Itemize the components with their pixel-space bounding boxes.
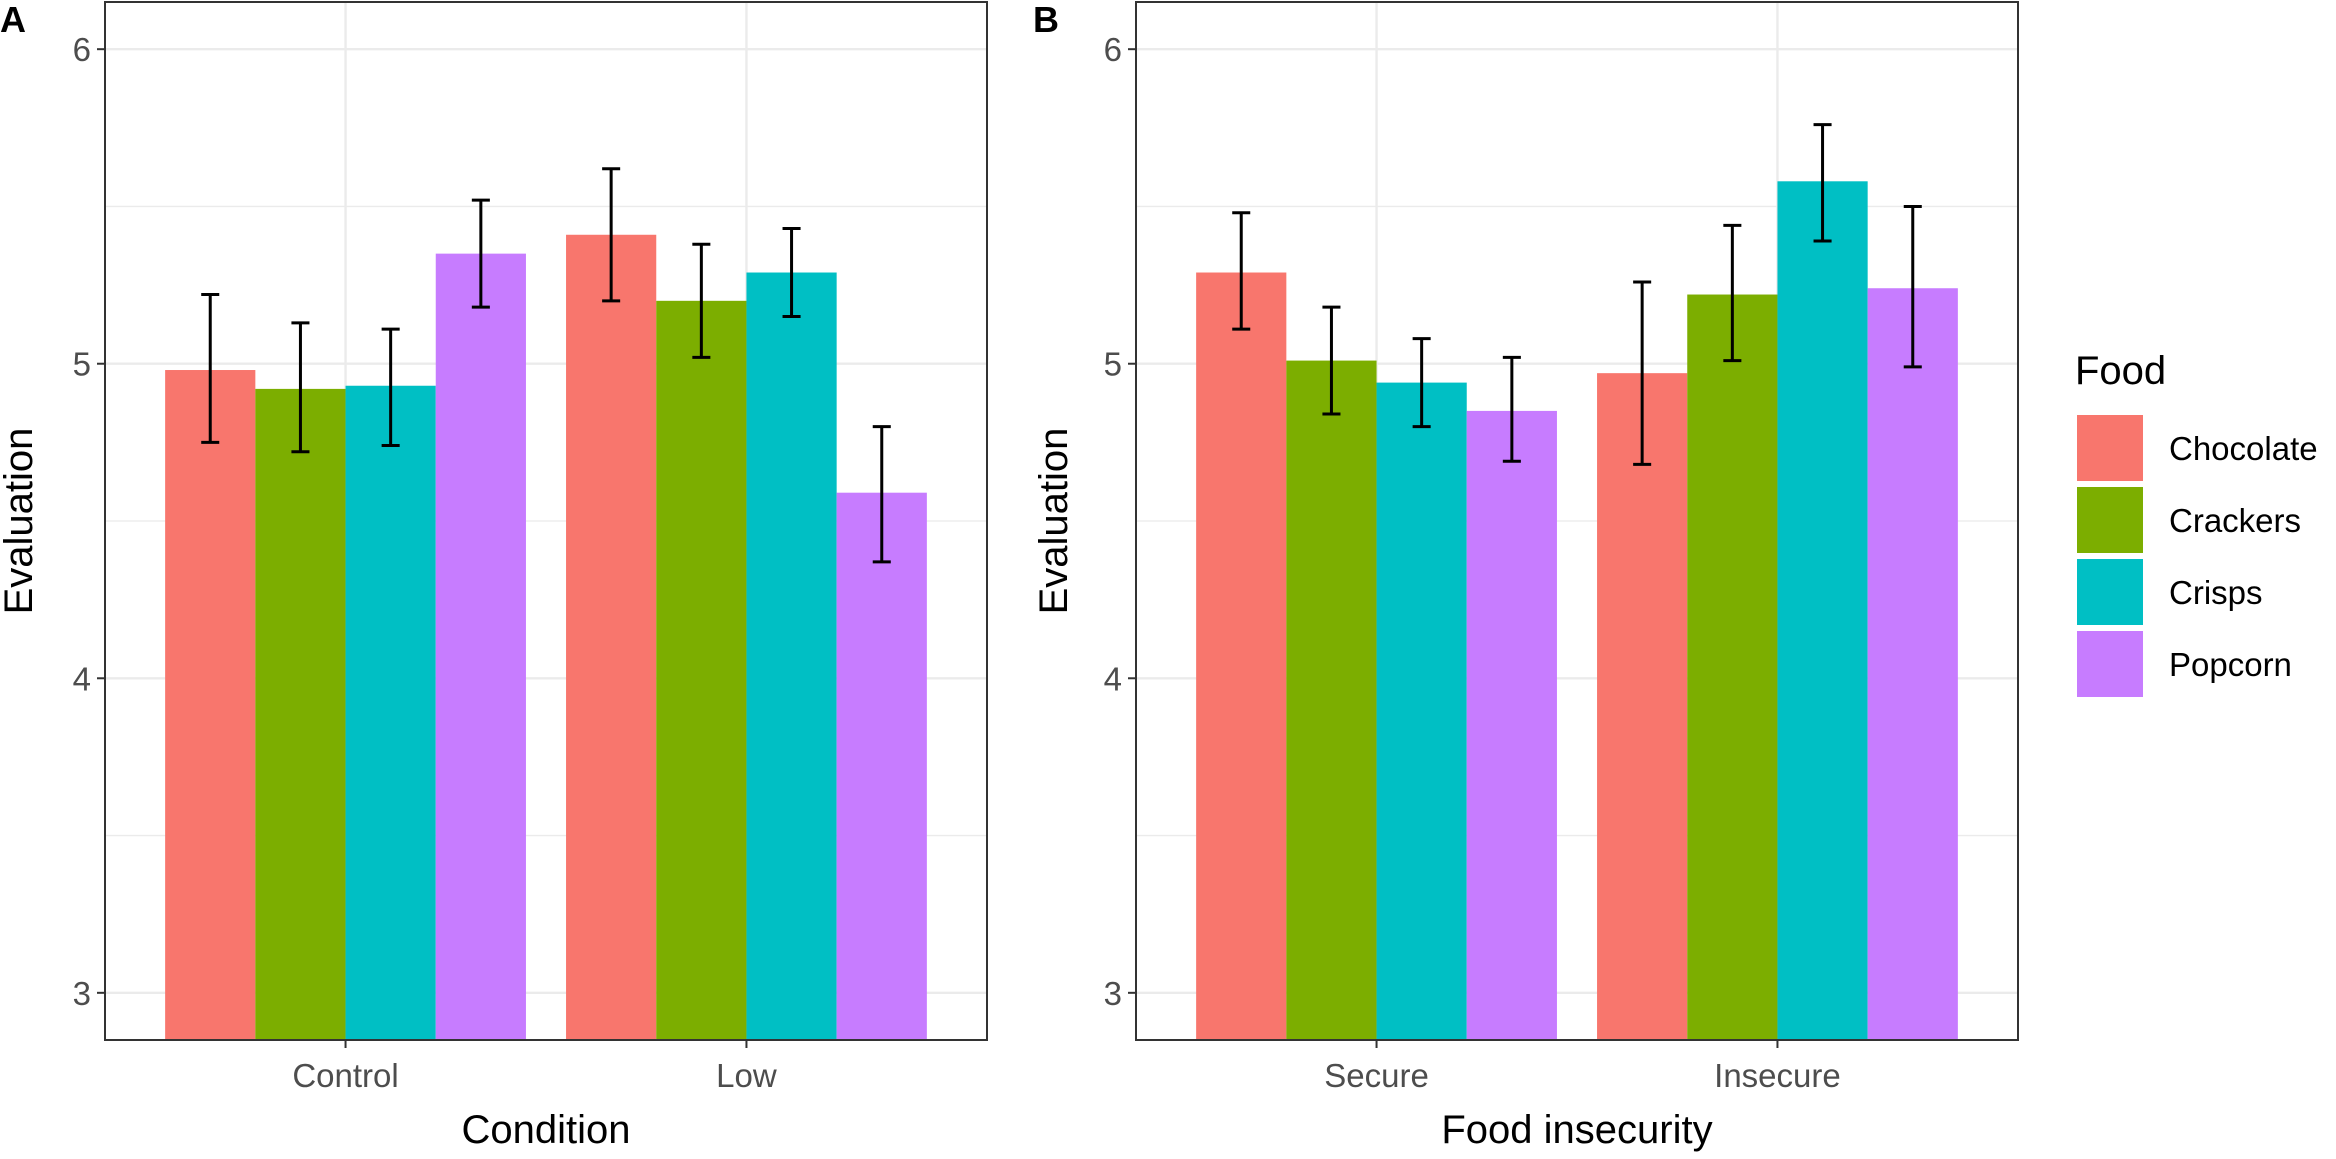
error-bar-crackers-secure [1322,305,1341,416]
panel-label: A [0,0,26,40]
legend-title: Food [2075,349,2166,393]
y-tick-label: 4 [1104,660,1122,697]
y-tick-label: 6 [1104,31,1122,68]
bar-crisps-low [746,272,837,1040]
error-bar-chocolate-control [201,293,220,444]
bar-crackers-secure [1286,360,1377,1041]
x-tick-label-control: Control [292,1057,398,1094]
legend-item-crackers: Crackers [2077,487,2301,553]
error-bar-crisps-control [381,327,400,448]
error-bar-crisps-insecure [1813,123,1832,243]
y-axis-title: Evaluation [1032,428,1076,615]
legend-label: Crackers [2169,502,2301,539]
legend-label: Crisps [2169,574,2263,611]
error-bar-popcorn-low [872,425,891,564]
y-tick-label: 4 [73,660,91,697]
y-tick-label: 3 [73,975,91,1012]
error-bar-crackers-control [291,321,310,454]
bar-popcorn-insecure [1867,288,1958,1041]
y-tick-label: 3 [1104,975,1122,1012]
panel-A: 3 4 5 6 Control Low Condition Evaluation A [0,0,988,1152]
legend-item-popcorn: Popcorn [2077,631,2292,697]
bar-chocolate-secure [1196,272,1287,1040]
error-bar-chocolate-secure [1232,211,1251,331]
panel-border [1135,1,2019,1041]
bar-chocolate-low [566,234,657,1040]
bar-crackers-insecure [1687,294,1778,1040]
bar-crisps-secure [1376,382,1467,1041]
bar-popcorn-control [435,253,526,1041]
panel-border [104,1,988,1041]
legend-key-crackers [2077,487,2143,553]
bar-crisps-insecure [1777,181,1868,1041]
bar-crackers-control [255,388,346,1041]
y-tick-label: 6 [73,31,91,68]
legend-label: Chocolate [2169,430,2318,467]
y-tick-label: 5 [73,346,91,383]
error-bar-chocolate-insecure [1633,280,1652,466]
chart-panels: 3 4 5 6 Control Low Condition Evaluation A 3 4 5 6 Se… [0,0,2019,1152]
x-tick-label-low: Low [716,1057,777,1094]
error-bar-popcorn-secure [1502,355,1521,463]
bar-popcorn-secure [1466,410,1557,1041]
bar-crisps-control [345,385,436,1040]
x-axis-title: Food insecurity [1441,1108,1712,1152]
legend-label: Popcorn [2169,646,2292,683]
panel-label: B [1033,0,1059,40]
x-axis-title: Condition [461,1108,630,1152]
bar-crackers-low [656,300,747,1040]
error-bar-crackers-insecure [1723,223,1742,363]
y-tick-label: 5 [1104,346,1122,383]
bar-chocolate-insecure [1597,373,1688,1040]
legend-key-popcorn [2077,631,2143,697]
x-tick-label-insecure: Insecure [1714,1057,1841,1094]
error-bar-crisps-low [782,226,801,319]
y-axis-title: Evaluation [0,428,41,615]
error-bar-popcorn-insecure [1903,204,1922,369]
bar-popcorn-low [836,492,927,1040]
error-bar-crackers-low [692,242,711,359]
bar-chocolate-control [165,370,256,1040]
legend-key-chocolate [2077,415,2143,481]
error-bar-crisps-secure [1412,337,1431,429]
error-bar-popcorn-control [471,198,490,309]
legend-key-crisps [2077,559,2143,625]
x-tick-label-secure: Secure [1324,1057,1429,1094]
error-bar-chocolate-low [602,167,621,303]
legend-item-chocolate: Chocolate [2077,415,2318,481]
legend-item-crisps: Crisps [2077,559,2263,625]
legend: Food Chocolate Crackers Crisps Popcorn [2075,349,2318,697]
